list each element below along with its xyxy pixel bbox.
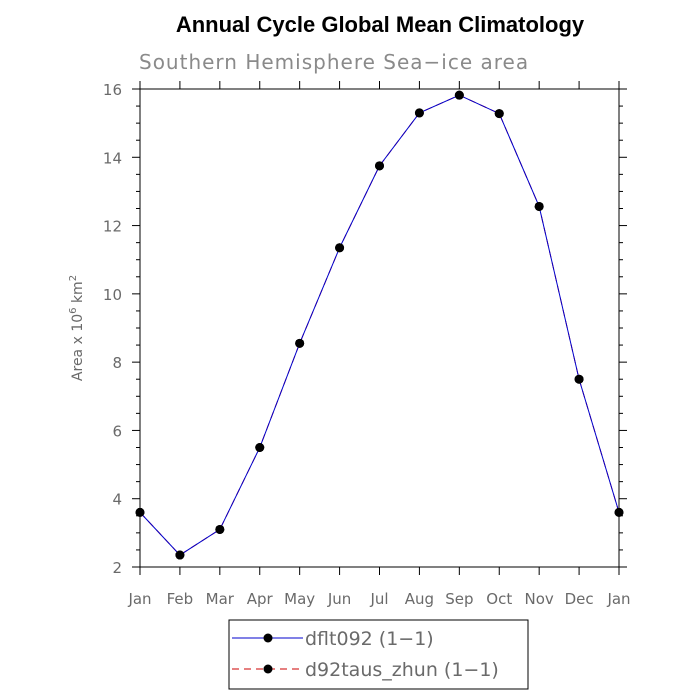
data-point-series-2: [414, 108, 424, 118]
y-axis-label-unit: km: [70, 281, 86, 307]
x-tick-label: Jun: [327, 590, 351, 608]
data-point-series-2: [534, 201, 544, 211]
x-tick-label: May: [284, 590, 315, 608]
x-tick-label: Jul: [369, 590, 388, 608]
x-tick-label: Jan: [606, 590, 630, 608]
legend-marker-series-1: [263, 633, 273, 643]
data-point-series-2: [175, 550, 185, 560]
data-point-series-2: [375, 161, 384, 171]
x-tick-label: Mar: [206, 590, 235, 608]
plot-frame: [139, 88, 620, 568]
data-point-series-2: [335, 243, 345, 253]
y-tick-label: 6: [112, 422, 122, 440]
y-axis-label-exponent: 6: [68, 307, 79, 313]
x-tick-label: Jan: [127, 590, 151, 608]
y-axis: 2 4 6 8 10 12 14 16: [103, 81, 627, 577]
legend-box: [228, 619, 529, 690]
x-tick-label: Dec: [565, 590, 594, 608]
y-tick-label: 12: [103, 218, 122, 236]
y-axis-label-prefix: Area x 10: [70, 314, 86, 381]
x-tick-label: Oct: [486, 590, 512, 608]
x-axis: Jan Feb Mar Apr May Jun Jul Aug Sep Oct Nov Dec Jan: [127, 81, 631, 608]
legend-label-series-2: d92taus_zhun (1−1): [305, 659, 499, 681]
y-axis-label: Area x 106 km2: [68, 275, 86, 381]
y-tick-label: 2: [112, 559, 122, 577]
data-point-series-2: [454, 90, 464, 100]
y-tick-label: 16: [103, 81, 122, 99]
data-point-series-2: [255, 443, 265, 452]
y-tick-label: 14: [103, 149, 122, 167]
chart-title: Annual Cycle Global Mean Climatology: [176, 12, 585, 37]
svg-text:Area x 106 km2: Area x 106 km2: [68, 275, 86, 381]
data-point-series-2: [574, 374, 584, 384]
series-layer: [135, 90, 624, 560]
y-tick-label: 4: [112, 491, 122, 509]
x-tick-label: Apr: [247, 590, 274, 608]
y-tick-label: 8: [112, 354, 122, 372]
data-point-series-2: [494, 109, 504, 119]
data-point-series-2: [215, 524, 225, 534]
x-tick-label: Sep: [445, 590, 473, 608]
x-tick-label: Aug: [405, 590, 434, 608]
chart-subtitle: Southern Hemisphere Sea−ice area: [139, 50, 529, 74]
legend-label-series-1: dflt092 (1−1): [305, 628, 434, 650]
y-tick-label: 10: [103, 286, 122, 304]
y-axis-label-unit-exponent: 2: [68, 275, 79, 281]
data-point-series-2: [295, 338, 305, 348]
x-tick-label: Feb: [167, 590, 194, 608]
legend: dflt092 (1−1) d92taus_zhun (1−1): [228, 619, 529, 690]
legend-marker-series-2: [263, 664, 273, 674]
x-tick-label: Nov: [525, 590, 554, 608]
